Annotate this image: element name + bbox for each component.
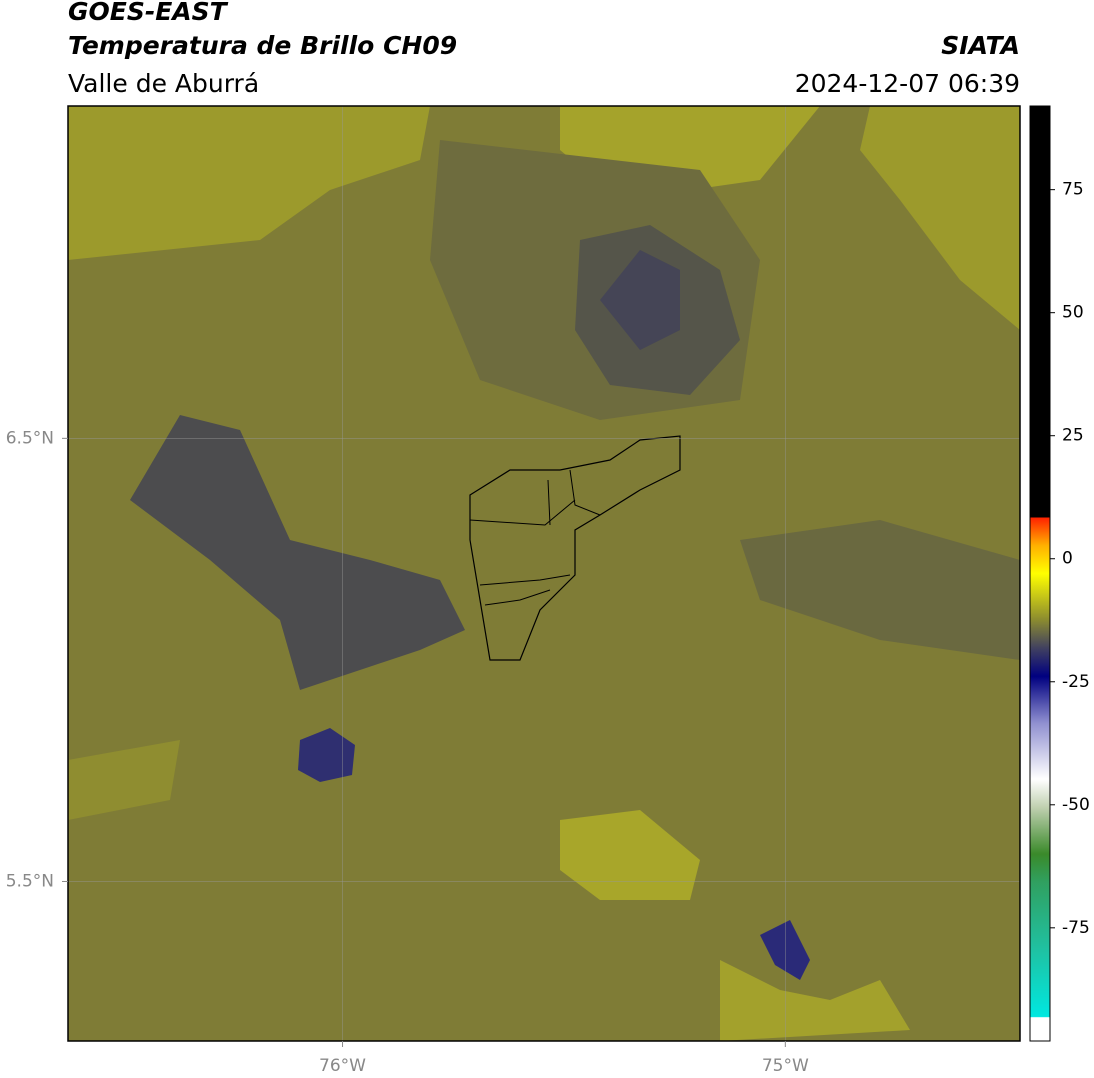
colorbar-tick-label: -25 [1062, 672, 1090, 692]
colorbar-tick-label: -50 [1062, 795, 1090, 815]
map-frame [67, 105, 1021, 1042]
graticule [68, 106, 1020, 1041]
datetime: 2024-12-07 06:39 [795, 69, 1020, 98]
y-tick-label: 6.5°N [6, 428, 54, 448]
x-tick-label: 76°W [319, 1056, 366, 1076]
colorbar-tick-label: 75 [1062, 180, 1084, 200]
y-tick-label: 5.5°N [6, 871, 54, 891]
subtitle: Temperatura de Brillo CH09 [68, 31, 457, 60]
colorbar-tick-label: 25 [1062, 426, 1084, 446]
x-tick-label: 75°W [762, 1056, 809, 1076]
colorbar-tick-label: 0 [1062, 549, 1073, 569]
colorbar-tick-label: -75 [1062, 918, 1090, 938]
colorbar-tick-label: 50 [1062, 303, 1084, 323]
colorbar [1029, 105, 1051, 1042]
source: SIATA [941, 31, 1020, 60]
temperature-field [68, 106, 1020, 1041]
title: GOES-EAST [68, 0, 229, 26]
region: Valle de Aburrá [68, 69, 259, 98]
